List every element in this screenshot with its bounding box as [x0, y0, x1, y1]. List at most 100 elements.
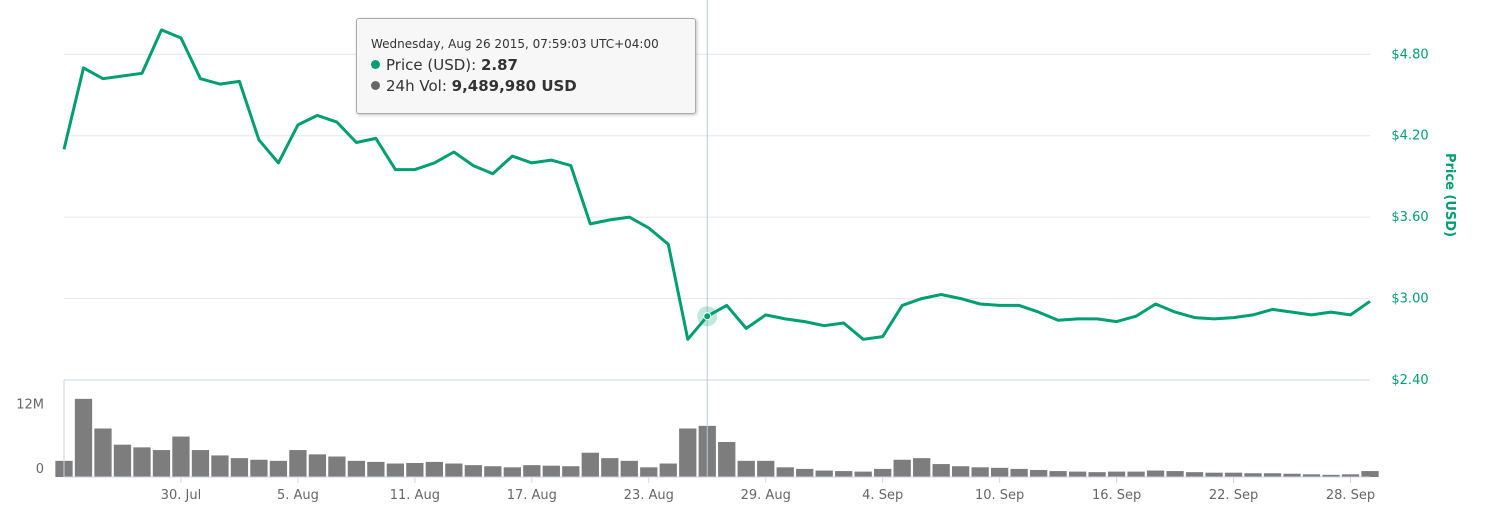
volume-bar: [211, 455, 229, 477]
volume-bar: [1127, 471, 1145, 477]
x-tick-label: 5. Aug: [277, 488, 319, 503]
volume-bar: [620, 460, 638, 477]
volume-bar: [815, 470, 833, 477]
axes: [63, 379, 1370, 478]
price-series: [62, 28, 1371, 341]
price-tick-label: $3.00: [1391, 292, 1428, 307]
x-tick-label: 11. Aug: [390, 488, 440, 503]
volume-bar: [523, 465, 541, 477]
volume-bar: [1049, 471, 1067, 477]
volume-axis-labels: 0 12M: [16, 397, 44, 477]
chart-tooltip: Wednesday, Aug 26 2015, 07:59:03 UTC+04:…: [356, 18, 696, 114]
volume-bar: [386, 463, 405, 477]
volume-bar: [1244, 473, 1262, 477]
volume-bar: [133, 447, 151, 477]
x-tick-label: 4. Sep: [862, 488, 903, 503]
volume-bar: [932, 464, 950, 477]
hover-point: [703, 312, 712, 321]
volume-bar: [191, 450, 210, 477]
tooltip-price-label: Price (USD): [386, 56, 472, 74]
volume-bar: [776, 467, 794, 477]
volume-bar: [971, 467, 989, 477]
volume-bar: [835, 471, 853, 477]
x-axis-labels: 30. Jul 5. Aug 11. Aug 17. Aug 23. Aug 29. Au…: [161, 477, 1375, 503]
volume-bar: [1224, 472, 1243, 477]
tooltip-price-row: Price (USD): 2.87: [371, 55, 681, 76]
x-tick-label: 23. Aug: [624, 488, 674, 503]
x-tick-label: 22. Sep: [1209, 488, 1258, 503]
volume-bar: [1029, 469, 1048, 477]
volume-bar: [1205, 472, 1223, 477]
tooltip-volume-row: 24h Vol: 9,489,980 USD: [371, 76, 681, 97]
volume-bar: [308, 454, 327, 477]
volume-bar: [796, 468, 814, 477]
volume-bar: [230, 458, 249, 477]
crosshair: [697, 0, 718, 477]
volume-bar: [269, 460, 288, 477]
volume-bar: [406, 462, 424, 477]
x-tick-label: 28. Sep: [1326, 488, 1375, 503]
volume-bar: [601, 458, 619, 477]
price-axis-title: Price (USD): [1442, 153, 1457, 237]
volume-bar: [464, 465, 482, 477]
volume-bar: [328, 456, 346, 477]
volume-bar: [94, 428, 112, 477]
volume-bar: [913, 458, 931, 477]
volume-bar: [1166, 471, 1184, 477]
volume-bar: [757, 460, 775, 477]
x-tick-label: 10. Sep: [975, 488, 1024, 503]
volume-bar: [679, 428, 697, 477]
volume-series-dot-icon: [371, 81, 380, 90]
volume-bar: [113, 444, 132, 477]
volume-bar: [445, 463, 463, 477]
price-series-dot-icon: [371, 60, 380, 69]
volume-bar: [1263, 473, 1282, 477]
volume-bar: [1302, 474, 1321, 477]
price-tick-label: $2.40: [1391, 373, 1428, 388]
volume-bar: [1322, 474, 1340, 477]
volume-bar: [990, 467, 1009, 477]
volume-bar: [347, 460, 366, 477]
volume-bar: [562, 466, 580, 477]
price-tick-label: $3.60: [1391, 210, 1428, 225]
volume-bar: [289, 450, 307, 477]
volume-bar: [74, 398, 93, 477]
volume-bar: [172, 436, 190, 477]
volume-bar: [952, 466, 970, 477]
volume-bar: [1088, 472, 1106, 477]
volume-bar: [874, 468, 892, 477]
tooltip-volume-label: 24h Vol: [386, 77, 442, 95]
volume-bar: [484, 466, 502, 477]
volume-bar: [425, 461, 444, 477]
price-line: [62, 28, 1371, 341]
volume-bar: [1361, 471, 1379, 477]
volume-bar: [854, 471, 872, 477]
x-tick-label: 16. Sep: [1092, 488, 1141, 503]
volume-bar: [250, 459, 268, 477]
price-axis-labels: $2.40 $3.00 $3.60 $4.20 $4.80: [1391, 47, 1428, 388]
volume-bar: [893, 459, 911, 477]
volume-bar: [718, 441, 736, 477]
volume-bar: [1341, 474, 1360, 477]
volume-bar: [1283, 473, 1301, 477]
x-tick-label: 30. Jul: [161, 488, 202, 503]
volume-bar: [503, 467, 521, 477]
price-gridlines: [64, 53, 1370, 381]
volume-bar: [659, 463, 677, 477]
volume-bar: [1068, 471, 1087, 477]
tooltip-date: Wednesday, Aug 26 2015, 07:59:03 UTC+04:…: [371, 37, 659, 51]
volume-bar: [640, 467, 658, 477]
x-tick-label: 29. Aug: [741, 488, 791, 503]
volume-bar: [1185, 472, 1204, 477]
volume-bar: [737, 460, 755, 477]
price-tick-label: $4.80: [1391, 47, 1428, 62]
volume-bars: [55, 398, 1379, 477]
x-tick-label: 17. Aug: [507, 488, 557, 503]
tooltip-volume-value: 9,489,980 USD: [451, 77, 577, 95]
volume-bar: [1107, 471, 1126, 477]
volume-bar: [367, 461, 385, 477]
price-tick-label: $4.20: [1391, 129, 1428, 144]
volume-bar: [581, 452, 599, 477]
